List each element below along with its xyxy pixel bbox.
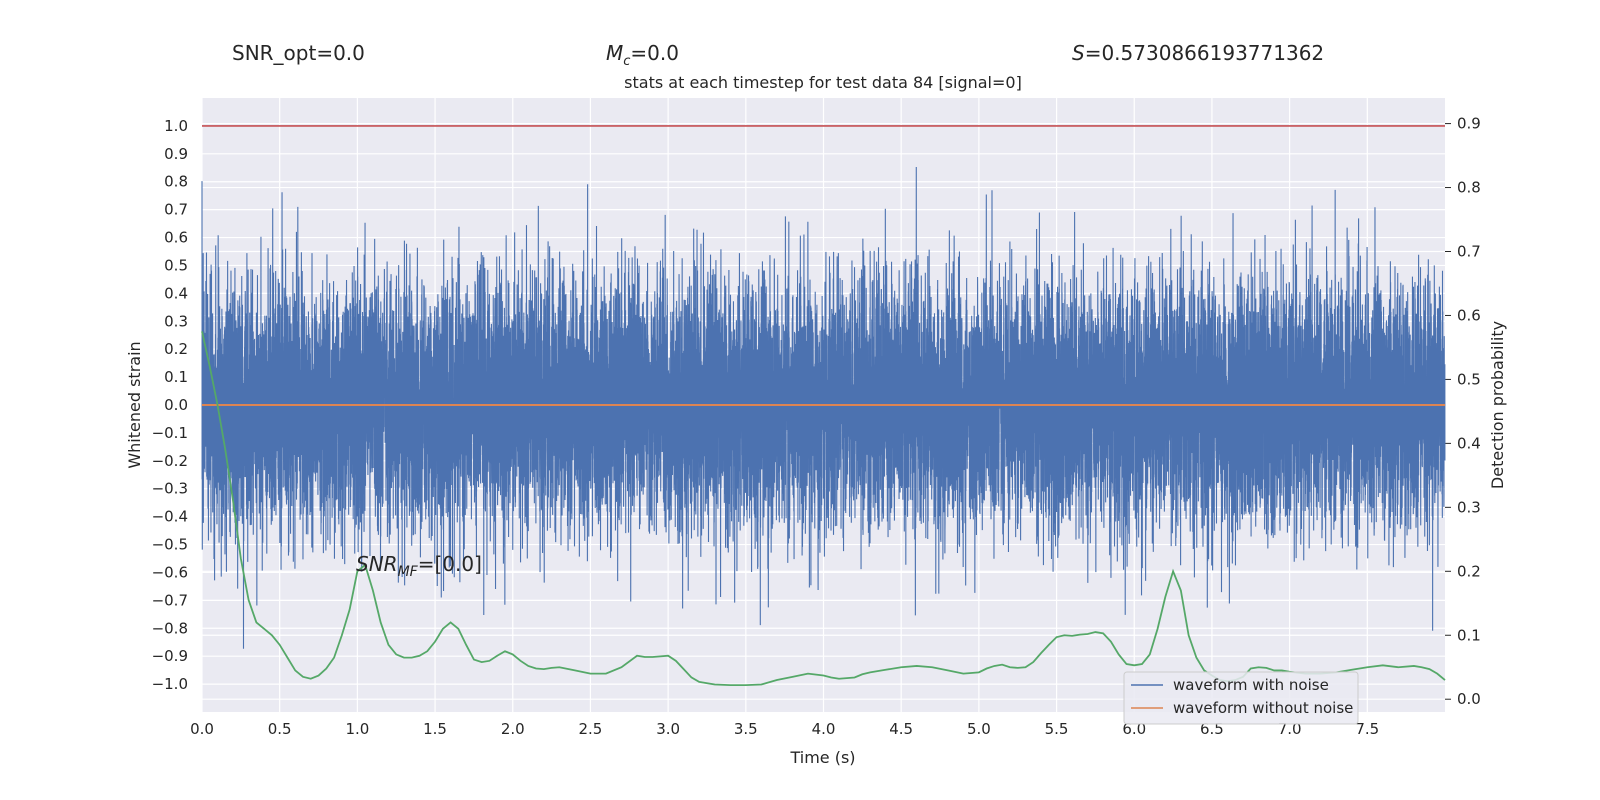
x-tick-label: 0.5	[268, 720, 292, 738]
y-right-tick-label: 0.2	[1457, 562, 1481, 580]
x-tick-label: 2.5	[579, 720, 603, 738]
y-axis-left-label: Whitened strain	[125, 341, 144, 468]
y-left-tick-label: 1.0	[164, 117, 188, 135]
x-tick-label: 1.5	[423, 720, 447, 738]
y-right-tick-label: 0.4	[1457, 434, 1481, 452]
y-left-tick-label: 0.1	[164, 368, 188, 386]
y-left-tick-label: 0.5	[164, 256, 188, 274]
snr-mf-symbol: SNR	[356, 552, 398, 576]
y-left-tick-label: 0.8	[164, 173, 188, 191]
x-axis-label: Time (s)	[789, 748, 855, 767]
s-symbol: S	[1072, 41, 1085, 65]
x-tick-label: 4.5	[889, 720, 913, 738]
y-left-tick-label: 0.0	[164, 396, 188, 414]
x-tick-label: 3.0	[656, 720, 680, 738]
mc-value: =0.0	[630, 41, 679, 65]
x-tick-label: 1.0	[345, 720, 369, 738]
x-tick-label: 3.5	[734, 720, 758, 738]
axis-ticks: 0.0 0.5 1.0 1.5 2.0 2.5 3.0 3.5 4.0 4.5 5.0 5.5 6.0 6…	[152, 115, 1481, 738]
y-right-tick-label: 0.5	[1457, 370, 1481, 388]
s-value: =0.5730866193771362	[1085, 41, 1324, 65]
x-tick-label: 7.5	[1355, 720, 1379, 738]
x-tick-label: 0.0	[190, 720, 214, 738]
snr-mf-value: =[0.0]	[418, 552, 482, 576]
y-left-tick-label: −0.5	[152, 536, 188, 554]
legend: waveform with noise waveform without noi…	[1123, 671, 1359, 725]
snr-mf-subscript: MF	[398, 564, 419, 580]
y-left-tick-label: 0.9	[164, 145, 188, 163]
y-right-tick-label: 0.6	[1457, 306, 1481, 324]
mc-subscript: c	[623, 54, 630, 69]
x-tick-label: 4.0	[812, 720, 836, 738]
y-left-tick-label: −0.3	[152, 480, 188, 498]
legend-label-clean: waveform without noise	[1173, 699, 1353, 717]
y-left-tick-label: 0.2	[164, 340, 188, 358]
y-left-tick-label: −0.8	[152, 619, 188, 637]
y-left-tick-label: −0.1	[152, 424, 188, 442]
y-left-tick-label: 0.6	[164, 229, 188, 247]
y-left-tick-label: 0.3	[164, 312, 188, 330]
y-right-tick-label: 0.7	[1457, 243, 1481, 261]
legend-box	[1123, 671, 1359, 725]
mc-stat: Mc=0.0	[606, 41, 679, 69]
snr-mf-annotation: SNRMF=[0.0]	[356, 552, 482, 580]
series-waveform-with-noise	[201, 166, 1446, 649]
y-right-tick-label: 0.3	[1457, 498, 1481, 516]
y-right-tick-label: 0.8	[1457, 179, 1481, 197]
mc-symbol: M	[606, 41, 623, 65]
legend-label-noise: waveform with noise	[1173, 676, 1329, 694]
chart-title: stats at each timestep for test data 84 …	[624, 73, 1022, 92]
y-axis-right-label: Detection probability	[1488, 321, 1507, 489]
x-tick-label: 5.0	[967, 720, 991, 738]
y-left-tick-label: −0.6	[152, 563, 188, 581]
y-left-tick-label: 0.7	[164, 201, 188, 219]
y-left-tick-label: −0.4	[152, 508, 188, 526]
s-stat: S=0.5730866193771362	[1072, 41, 1324, 65]
x-tick-label: 5.5	[1045, 720, 1069, 738]
y-right-tick-label: 0.0	[1457, 690, 1481, 708]
y-right-tick-label: 0.9	[1457, 115, 1481, 133]
y-right-tick-label: 0.1	[1457, 626, 1481, 644]
y-left-tick-label: −0.9	[152, 647, 188, 665]
x-tick-label: 2.0	[501, 720, 525, 738]
y-left-tick-label: −0.2	[152, 452, 188, 470]
y-left-tick-label: −1.0	[152, 675, 188, 693]
snr-opt-stat: SNR_opt=0.0	[232, 41, 365, 65]
y-left-tick-label: 0.4	[164, 284, 188, 302]
y-left-tick-label: −0.7	[152, 591, 188, 609]
